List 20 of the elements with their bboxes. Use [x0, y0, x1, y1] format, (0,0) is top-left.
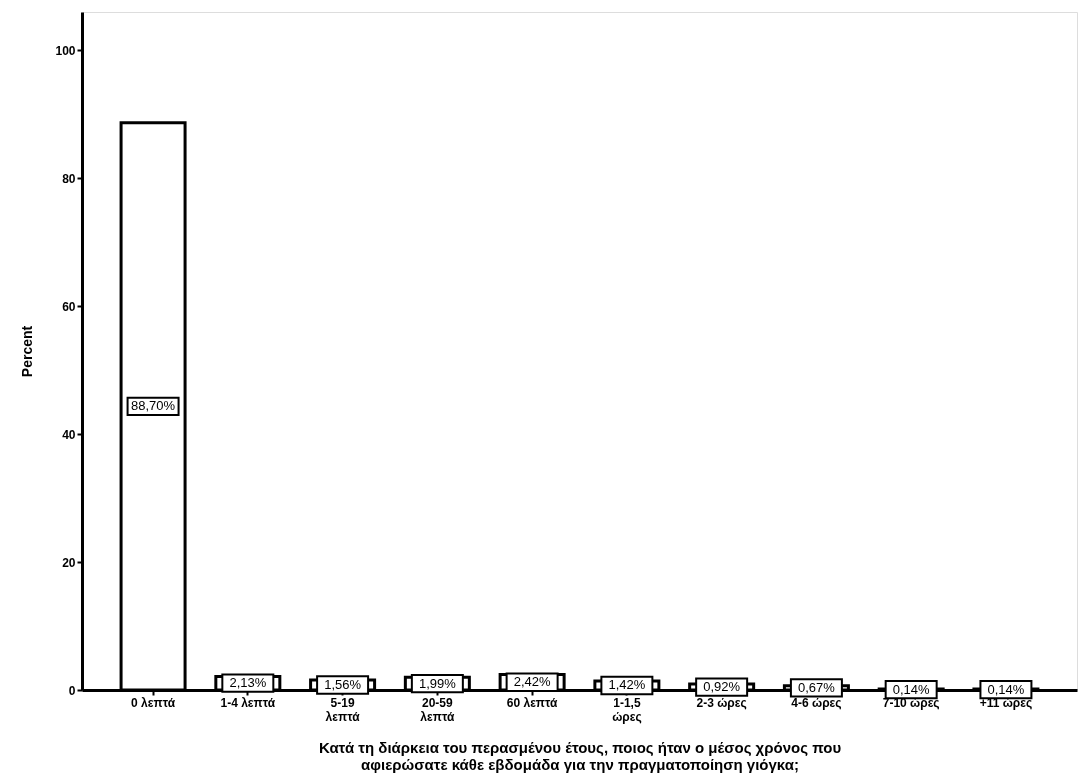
y-tick-label: 40 [62, 427, 76, 442]
x-tick-label: 1-1,5 ώρες [612, 695, 642, 724]
y-axis-title: Percent [19, 325, 36, 378]
y-tick-label: 80 [62, 171, 76, 186]
x-tick-label: 20-59 λεπτά [420, 695, 455, 724]
data-label: 1,99% [418, 675, 457, 691]
data-label: 88,70% [131, 398, 176, 414]
y-tick-label: 20 [62, 555, 76, 570]
x-tick-label: 4-6 ώρες [791, 695, 842, 710]
y-tick-label: 100 [55, 43, 76, 58]
y-tick-label: 60 [62, 299, 76, 314]
x-tick-label: 5-19 λεπτά [325, 695, 361, 724]
x-axis-title: Κατά τη διάρκεια του περασμένου έτους, ποιος ήταν ο μέσος χρόνος που αφιερώσατε κάθε εβδομάδα για την πραγματοποίηση γιόγκα; [318, 738, 842, 773]
x-tick-label: 2-3 ώρες [696, 695, 747, 710]
data-label: 2,13% [229, 675, 267, 691]
x-tick-label: 1-4 λεπτά [220, 695, 276, 710]
data-label: 2,42% [513, 674, 551, 690]
x-tick-label: 60 λεπτά [506, 695, 559, 710]
x-tick-label: 0 λεπτά [131, 695, 176, 710]
y-tick-label: 0 [68, 683, 76, 698]
